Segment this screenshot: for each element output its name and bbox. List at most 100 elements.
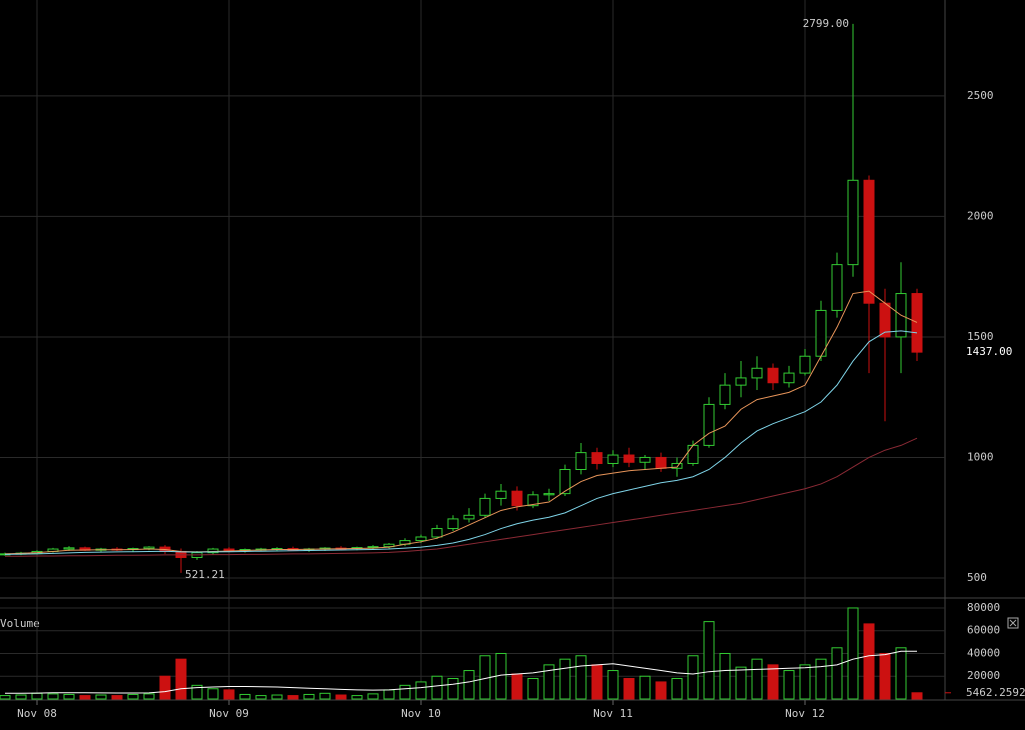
volume-bar [319, 692, 331, 700]
volume-bar [271, 694, 283, 700]
volume-bar [751, 658, 763, 700]
volume-bar [47, 693, 59, 700]
volume-bar [0, 695, 11, 700]
close-button[interactable] [1007, 617, 1019, 629]
candle-body [591, 452, 603, 464]
candle-body [143, 546, 155, 550]
low-label: 521.21 [185, 568, 225, 581]
volume-bar [735, 666, 747, 700]
volume-bar [399, 684, 411, 700]
volume-bar [431, 675, 443, 700]
volume-bar [671, 678, 683, 700]
volume-bar [415, 681, 427, 700]
y-tick-label: 20000 [967, 669, 1000, 682]
last-price-box [947, 345, 1017, 360]
candle-body [495, 490, 507, 499]
candle-body [431, 528, 443, 538]
candle-body [799, 355, 811, 374]
volume-bar [207, 688, 219, 700]
volume-bar [15, 694, 27, 700]
volume-bar [783, 670, 795, 700]
volume-bar [95, 694, 107, 700]
candle-body [735, 377, 747, 386]
candle-body [831, 264, 843, 311]
volume-average [5, 650, 917, 694]
candle-body [671, 462, 683, 469]
volume-bar [463, 670, 475, 700]
volume-bar [815, 658, 827, 700]
volume-bar [191, 684, 203, 700]
volume-bar [847, 607, 859, 700]
volume-bar [799, 664, 811, 700]
volume-bar [703, 621, 715, 700]
volume-bar [863, 623, 875, 700]
y-tick-label: 1000 [967, 450, 994, 463]
candle-body [783, 372, 795, 384]
volume-bar [447, 678, 459, 700]
volume-bar [143, 693, 155, 700]
last-volume-label: 5462.2592 [966, 686, 1025, 699]
volume-bar [127, 693, 139, 700]
volume-bar [639, 675, 651, 700]
y-tick-label: 2500 [967, 89, 994, 102]
high-label: 2799.00 [803, 17, 849, 30]
volume-bar [223, 689, 235, 700]
volume-bar [623, 678, 635, 700]
volume-bar [559, 658, 571, 700]
volume-bar [63, 693, 75, 700]
candle-body [767, 367, 779, 384]
candle-body [575, 452, 587, 471]
volume-bar [895, 647, 907, 700]
last-price-label: 1437.00 [966, 345, 1012, 358]
candle-body [527, 494, 539, 507]
volume-bar [303, 693, 315, 700]
y-tick-label: 2000 [967, 209, 994, 222]
candle-body [63, 547, 75, 550]
x-tick-label: Nov 08 [17, 707, 57, 720]
volume-bar [511, 673, 523, 700]
volume-bar [719, 652, 731, 700]
volume-bar [591, 664, 603, 700]
moving-average [4, 290, 918, 555]
volume-bar [367, 693, 379, 700]
volume-bar [79, 695, 91, 700]
volume-bar [31, 692, 43, 700]
candle-body [911, 293, 923, 353]
volume-bar [879, 652, 891, 700]
volume-bar [607, 670, 619, 700]
x-tick-label: Nov 11 [593, 707, 633, 720]
candle-body [511, 490, 523, 507]
volume-bar [687, 655, 699, 700]
candle-body [687, 444, 699, 464]
candle-body [703, 403, 715, 446]
volume-bar [287, 695, 299, 700]
y-tick-label: 1500 [967, 330, 994, 343]
volume-title: Volume [0, 617, 40, 630]
candle-body [863, 179, 875, 304]
close-icon[interactable] [1009, 619, 1017, 627]
candle-body [655, 456, 667, 469]
volume-bar [239, 693, 251, 700]
candle-body [607, 454, 619, 464]
volume-bar [383, 689, 395, 700]
candle-body [847, 179, 859, 266]
moving-average [4, 330, 918, 555]
volume-bar [543, 664, 555, 700]
y-tick-label: 500 [967, 571, 987, 584]
volume-bar [575, 655, 587, 700]
volume-bar [767, 664, 779, 700]
y-tick-label: 60000 [967, 624, 1000, 637]
volume-bar [655, 681, 667, 700]
candle-body [719, 384, 731, 405]
volume-bar [911, 692, 923, 700]
candle-body [623, 454, 635, 463]
x-tick-label: Nov 10 [401, 707, 441, 720]
volume-bar [351, 695, 363, 700]
volume-bar [831, 647, 843, 700]
candle-body [447, 518, 459, 530]
candle-body [751, 367, 763, 379]
candle-body [543, 493, 555, 496]
candle-body [223, 548, 235, 551]
